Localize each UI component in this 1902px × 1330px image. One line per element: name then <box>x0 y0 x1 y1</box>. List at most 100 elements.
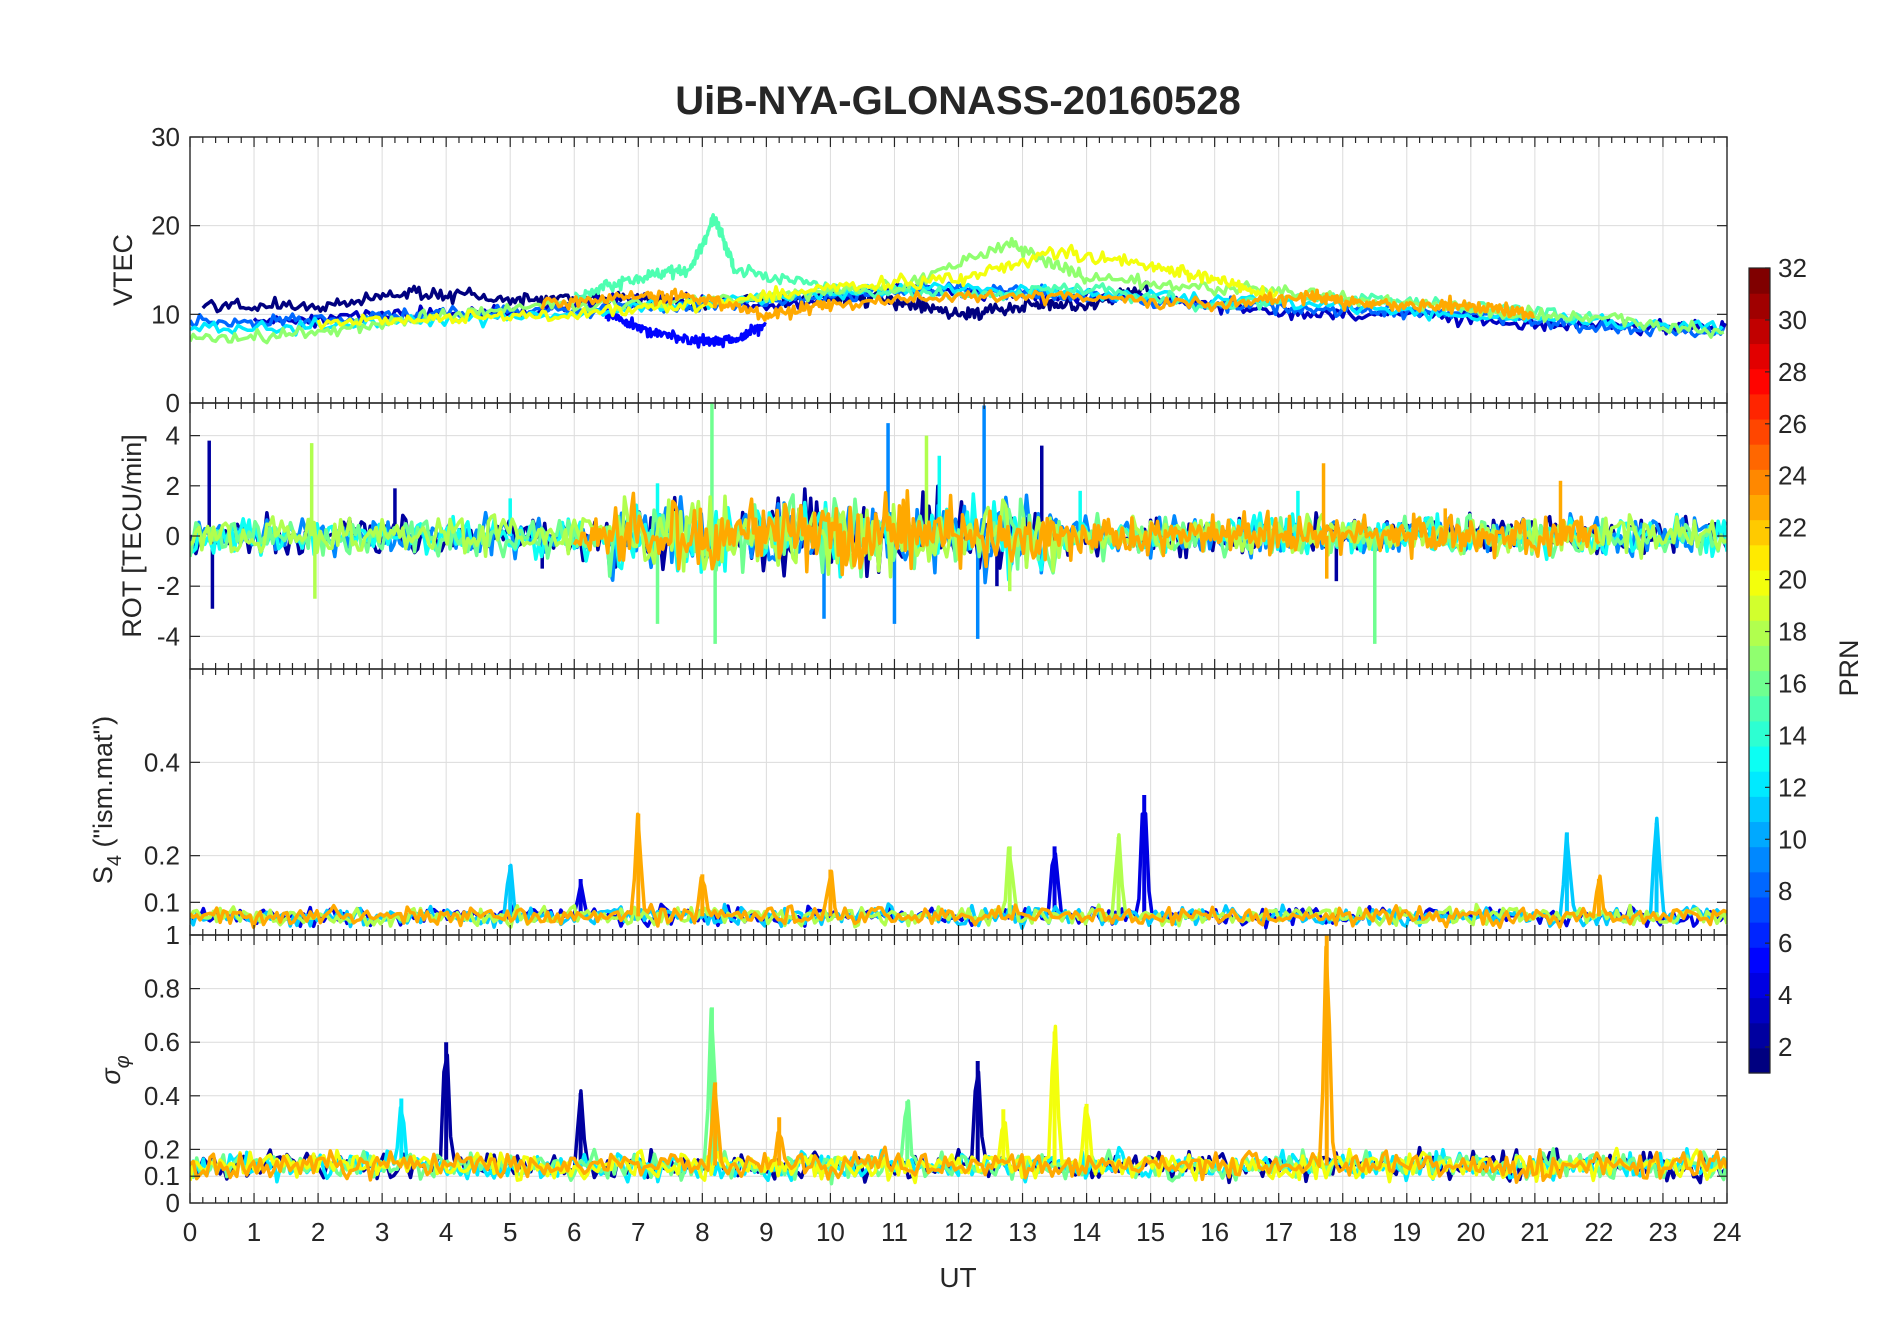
colorbar-tick-label: 26 <box>1778 409 1807 439</box>
colorbar-tick-label: 20 <box>1778 565 1807 595</box>
colorbar-segment <box>1749 418 1770 445</box>
sigma_phi-ytick-label: 0 <box>166 1188 180 1218</box>
s4-ytick-label: 0.1 <box>144 887 180 917</box>
colorbar-segment <box>1749 846 1770 873</box>
colorbar-segment <box>1749 1022 1770 1049</box>
sigma_phi-ytick-label: 0.8 <box>144 974 180 1004</box>
vtec-series-prn-12 <box>190 281 1724 337</box>
vtec-grid <box>190 137 1727 403</box>
colorbar-segment <box>1749 796 1770 823</box>
colorbar-segment <box>1749 444 1770 470</box>
sigma-phi-series <box>190 935 1727 1186</box>
sigma_phi-ytick-label: 0.4 <box>144 1081 180 1111</box>
colorbar-tick-label: 16 <box>1778 668 1807 698</box>
vtec-line-prn-5 <box>604 308 767 349</box>
colorbar-tick-label: 4 <box>1778 980 1792 1010</box>
vtec-line-prn-23 <box>540 287 1535 322</box>
s4-ytick-label: 0.2 <box>144 841 180 871</box>
colorbar-segment <box>1749 544 1770 571</box>
rot-ytick-label: -2 <box>157 571 180 601</box>
sigma_phi-ytick-label: 0.6 <box>144 1027 180 1057</box>
rot-ticks: -4 -2 0 2 4 <box>157 402 1728 670</box>
sigma_phi-line-prn-23 <box>190 945 1727 1184</box>
panel-s4: 0.1 0.2 0.4 S4 ("ism.mat") <box>88 668 1728 936</box>
colorbar-tick-label: 18 <box>1778 617 1807 647</box>
rot-line-prn-23 <box>572 489 1601 577</box>
x-tick-label: 14 <box>1072 1217 1101 1247</box>
panel-sigma-phi: 00.10.2 0.4 0.6 0.8 1 σφ <box>96 920 1728 1218</box>
colorbar-segment <box>1749 695 1770 722</box>
colorbar-tick-label: 24 <box>1778 461 1807 491</box>
colorbar-segment <box>1749 268 1770 294</box>
colorbar-tick-label: 8 <box>1778 876 1792 906</box>
x-tick-label: 1 <box>247 1217 261 1247</box>
colorbar-segment <box>1749 318 1770 345</box>
colorbar-tick-label: 28 <box>1778 357 1807 387</box>
panel-rot: -4 -2 0 2 4 ROT [TECU/min] <box>117 402 1728 670</box>
x-axis-label: UT <box>939 1262 976 1293</box>
s4-ylabel: S4 ("ism.mat") <box>88 716 126 884</box>
vtec-series-prn-20 <box>316 243 1279 330</box>
colorbar-tick-label: 10 <box>1778 824 1807 854</box>
colorbar-segment <box>1749 519 1770 546</box>
x-tick-label: 6 <box>567 1217 581 1247</box>
vtec-ytick-label: 0 <box>166 388 180 418</box>
x-axis: 0 1 2 3 4 5 6 7 8 9 10 11 12 13 14 15 16 17 18 19 20 21 22 23 24 <box>183 1217 1742 1247</box>
s4-grid <box>190 669 1727 935</box>
vtec-series-prn-5 <box>604 308 767 349</box>
colorbar-segment <box>1749 595 1770 621</box>
x-tick-label: 2 <box>311 1217 325 1247</box>
colorbar-segment <box>1749 821 1770 848</box>
x-tick-label: 13 <box>1008 1217 1037 1247</box>
colorbar-segment <box>1749 343 1770 370</box>
colorbar-tick-label: 30 <box>1778 305 1807 335</box>
s4-ticks: 0.1 0.2 0.4 <box>144 668 1728 936</box>
colorbar-segment <box>1749 947 1770 973</box>
vtec-ytick-label: 20 <box>151 211 180 241</box>
x-tick-label: 22 <box>1584 1217 1613 1247</box>
x-tick-label: 16 <box>1200 1217 1229 1247</box>
colorbar-segment <box>1749 720 1770 747</box>
colorbar-segment <box>1749 620 1770 646</box>
x-tick-label: 11 <box>881 1217 908 1247</box>
colorbar-segment <box>1749 393 1770 420</box>
x-tick-label: 15 <box>1136 1217 1165 1247</box>
x-tick-label: 12 <box>944 1217 973 1247</box>
colorbar-segment <box>1749 997 1770 1024</box>
x-tick-label: 20 <box>1456 1217 1485 1247</box>
vtec-series-prn-23 <box>540 287 1535 322</box>
x-tick-label: 0 <box>183 1217 197 1247</box>
colorbar-segment <box>1749 972 1770 999</box>
colorbar-label: PRN <box>1834 639 1864 696</box>
s4-ytick-label: 0.4 <box>144 747 180 777</box>
sigma_phi-ytick-label: 0.2 <box>144 1134 180 1164</box>
x-tick-label: 19 <box>1392 1217 1421 1247</box>
x-tick-label: 10 <box>816 1217 845 1247</box>
vtec-ytick-label: 10 <box>151 299 180 329</box>
x-tick-label: 9 <box>759 1217 773 1247</box>
colorbar-tick-label: 2 <box>1778 1032 1792 1062</box>
rot-ylabel: ROT [TECU/min] <box>117 434 147 638</box>
x-tick-label: 7 <box>631 1217 645 1247</box>
x-tick-label: 4 <box>439 1217 453 1247</box>
x-tick-label: 18 <box>1328 1217 1357 1247</box>
colorbar-segment <box>1749 645 1770 672</box>
x-tick-label: 3 <box>375 1217 389 1247</box>
s4-line-prn-23 <box>190 812 1727 930</box>
colorbar-tick-label: 14 <box>1778 720 1807 750</box>
x-tick-label: 17 <box>1264 1217 1293 1247</box>
colorbar-segment <box>1749 469 1770 496</box>
colorbar-tick-label: 22 <box>1778 513 1807 543</box>
colorbar-segment <box>1749 745 1770 772</box>
rot-series <box>190 403 1727 644</box>
rot-ytick-label: 4 <box>166 421 180 451</box>
vtec-line-prn-20 <box>316 243 1279 330</box>
colorbar-tick-label: 32 <box>1778 253 1807 283</box>
colorbar-segment <box>1749 871 1770 898</box>
sigma_phi-ytick-label: 1 <box>166 920 180 950</box>
rot-series-prn-23 <box>572 463 1601 579</box>
colorbar-segment <box>1749 1047 1770 1074</box>
panel-vtec: 0 10 20 30 VTEC <box>108 122 1728 418</box>
